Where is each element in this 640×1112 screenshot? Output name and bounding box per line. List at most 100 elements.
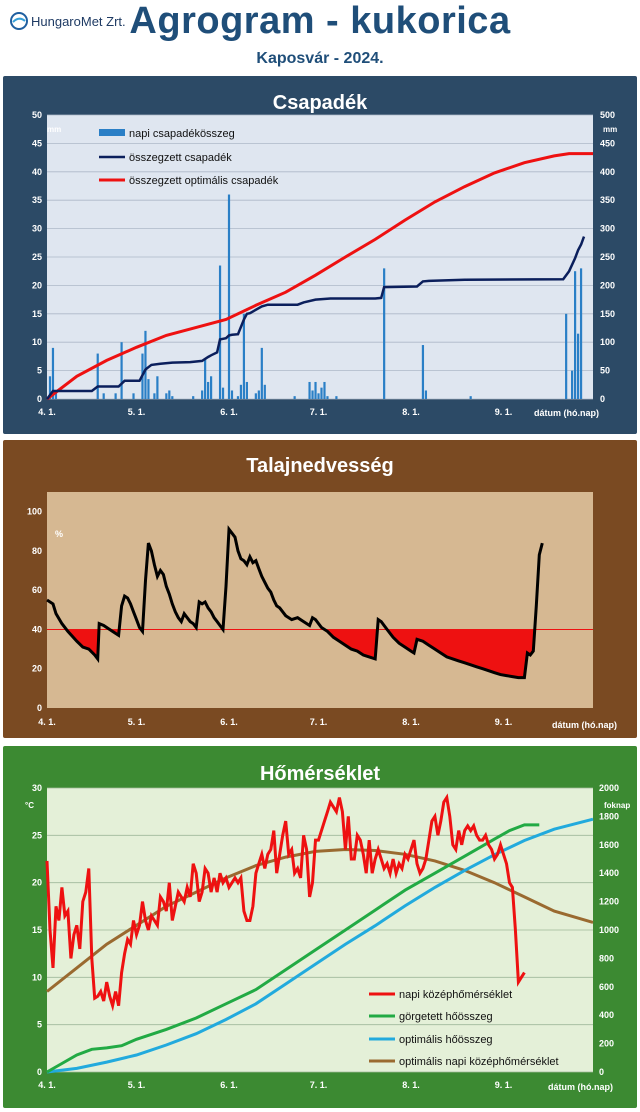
deficit-area: [66, 629, 535, 678]
rain-bar: [207, 381, 210, 399]
rain-bar: [293, 396, 296, 399]
x-axis-label: dátum (hó.nap): [552, 720, 617, 730]
rain-bar: [242, 313, 246, 399]
rain-bar: [565, 313, 568, 399]
y-left-tick-label: 10: [32, 972, 42, 982]
y-left-tick-label: 25: [32, 830, 42, 840]
optimal-cumulative-rain-line: [46, 152, 593, 401]
daily-mean-temperature-line: [45, 793, 526, 1012]
rain-bar: [257, 390, 260, 399]
y-right-tick-label: 300: [600, 224, 615, 234]
x-tick-label: 5. 1.: [128, 1080, 146, 1090]
rain-bar: [218, 265, 222, 399]
precipitation-chart: Csapadék 0 5 10 15 20 25 30 35 40 45 50 0 50 100 150 2…: [3, 76, 637, 434]
x-axis-label: dátum (hó.nap): [548, 1082, 613, 1092]
y-left-tick-label: 60: [32, 585, 42, 595]
y-left-tick-label: 15: [32, 309, 42, 319]
rain-bar: [147, 379, 150, 399]
y-right-tick-label: 400: [599, 1010, 614, 1020]
soil-moisture-line: [46, 525, 544, 680]
y-left-tick-label: 50: [32, 110, 42, 120]
daily-rain-bars: [48, 194, 583, 399]
y-right-tick-label: 1600: [599, 840, 619, 850]
rain-bar: [424, 390, 428, 399]
y-right-tick-label: 500: [600, 110, 615, 120]
y-left-tick-label: 10: [32, 337, 42, 347]
y-right-ticks: 0 200 400 600 800 1000 1200 1400 1600 1800 2000: [599, 783, 619, 1077]
soil-moisture-chart: Talajnedvesség 0 20 40 60 80 100 4. 1. 5. 1. 6.…: [3, 440, 637, 738]
x-tick-label: 9. 1.: [495, 1080, 513, 1090]
y-left-tick-label: 5: [37, 1020, 42, 1030]
x-tick-label: 6. 1.: [220, 407, 238, 417]
y-right-tick-label: 200: [599, 1039, 614, 1049]
y-right-tick-label: 600: [599, 982, 614, 992]
legend-rolling-heat-sum: görgetett hőösszeg: [399, 1011, 493, 1023]
rain-bar: [469, 396, 472, 399]
legend-optimal-heat-sum: optimális hőösszeg: [399, 1034, 493, 1046]
legend-optimal-cumulative-rain: összegzett optimális csapadék: [129, 175, 279, 187]
logo-text: HungaroMet Zrt.: [31, 13, 126, 29]
rain-bar: [245, 381, 249, 399]
legend: napi csapadékösszeg összegzett csapadék …: [99, 128, 279, 187]
hungaromet-logo: HungaroMet Zrt.: [10, 12, 126, 30]
y-right-tick-label: 350: [600, 195, 615, 205]
temperature-chart: Hőmérséklet 0 5 10 15 20 25 30 0 200 400 600 800 10…: [3, 746, 637, 1108]
rain-bar: [254, 393, 257, 399]
rain-bar: [209, 376, 213, 399]
chart-title: Talajnedvesség: [246, 455, 393, 477]
rain-bar: [236, 396, 240, 399]
rain-bar: [571, 370, 574, 399]
legend-optimal-daily-mean-temperature: optimális napi középhőmérséklet: [399, 1056, 559, 1068]
rain-bar: [102, 393, 105, 399]
x-tick-label: 9. 1.: [495, 407, 513, 417]
rain-bar: [51, 347, 55, 399]
rain-bar: [326, 396, 329, 399]
rain-bar: [221, 387, 225, 399]
y-left-tick-label: 0: [37, 394, 42, 404]
x-tick-label: 8. 1.: [402, 407, 420, 417]
y-left-tick-label: 20: [32, 878, 42, 888]
y-right-tick-label: 100: [600, 337, 615, 347]
y-left-tick-label: 25: [32, 252, 42, 262]
x-tick-label: 8. 1.: [402, 717, 420, 727]
x-ticks: 4. 1. 5. 1. 6. 1. 7. 1. 8. 1. 9. 1.: [38, 407, 512, 417]
rain-bar: [383, 268, 386, 399]
y-left-ticks: 0 5 10 15 20 25 30: [32, 783, 42, 1077]
y-left-tick-label: 100: [27, 507, 42, 517]
x-tick-label: 5. 1.: [128, 717, 146, 727]
y-left-unit: %: [55, 529, 63, 539]
y-right-tick-label: 1000: [599, 925, 619, 935]
rain-bar: [579, 268, 583, 399]
rain-bar: [263, 384, 266, 399]
rain-bar: [230, 390, 234, 399]
x-tick-label: 7. 1.: [310, 717, 328, 727]
rain-bar: [204, 359, 207, 399]
y-right-tick-label: 1800: [599, 811, 619, 821]
x-ticks: 4. 1. 5. 1. 6. 1. 7. 1. 8. 1. 9. 1.: [38, 1080, 512, 1090]
rain-bar: [192, 396, 195, 399]
y-right-tick-label: 1400: [599, 868, 619, 878]
y-left-tick-label: 40: [32, 624, 42, 634]
y-left-unit: °C: [25, 801, 34, 810]
rain-bar: [227, 194, 231, 399]
y-left-tick-label: 0: [37, 703, 42, 713]
y-right-ticks: 0 50 100 150 200 250 300 350 400 450 500: [600, 110, 615, 404]
x-tick-label: 6. 1.: [220, 1080, 238, 1090]
x-tick-label: 4. 1.: [38, 717, 56, 727]
y-left-tick-label: 40: [32, 167, 42, 177]
legend-swatch-daily-rain: [99, 129, 125, 136]
rain-bar: [573, 271, 577, 399]
rain-bar: [311, 390, 314, 399]
rolling-heat-sum-line: [46, 823, 540, 1074]
rain-bar: [48, 376, 52, 399]
y-left-tick-label: 20: [32, 280, 42, 290]
rain-bar: [54, 390, 58, 399]
rain-bar: [114, 393, 117, 399]
y-right-tick-label: 450: [600, 138, 615, 148]
y-right-unit: foknap: [604, 801, 630, 810]
x-ticks: 4. 1. 5. 1. 6. 1. 7. 1. 8. 1. 9. 1.: [38, 717, 512, 727]
y-left-tick-label: 45: [32, 138, 42, 148]
y-right-tick-label: 200: [600, 280, 615, 290]
x-tick-label: 4. 1.: [38, 1080, 56, 1090]
rain-bar: [421, 345, 425, 399]
